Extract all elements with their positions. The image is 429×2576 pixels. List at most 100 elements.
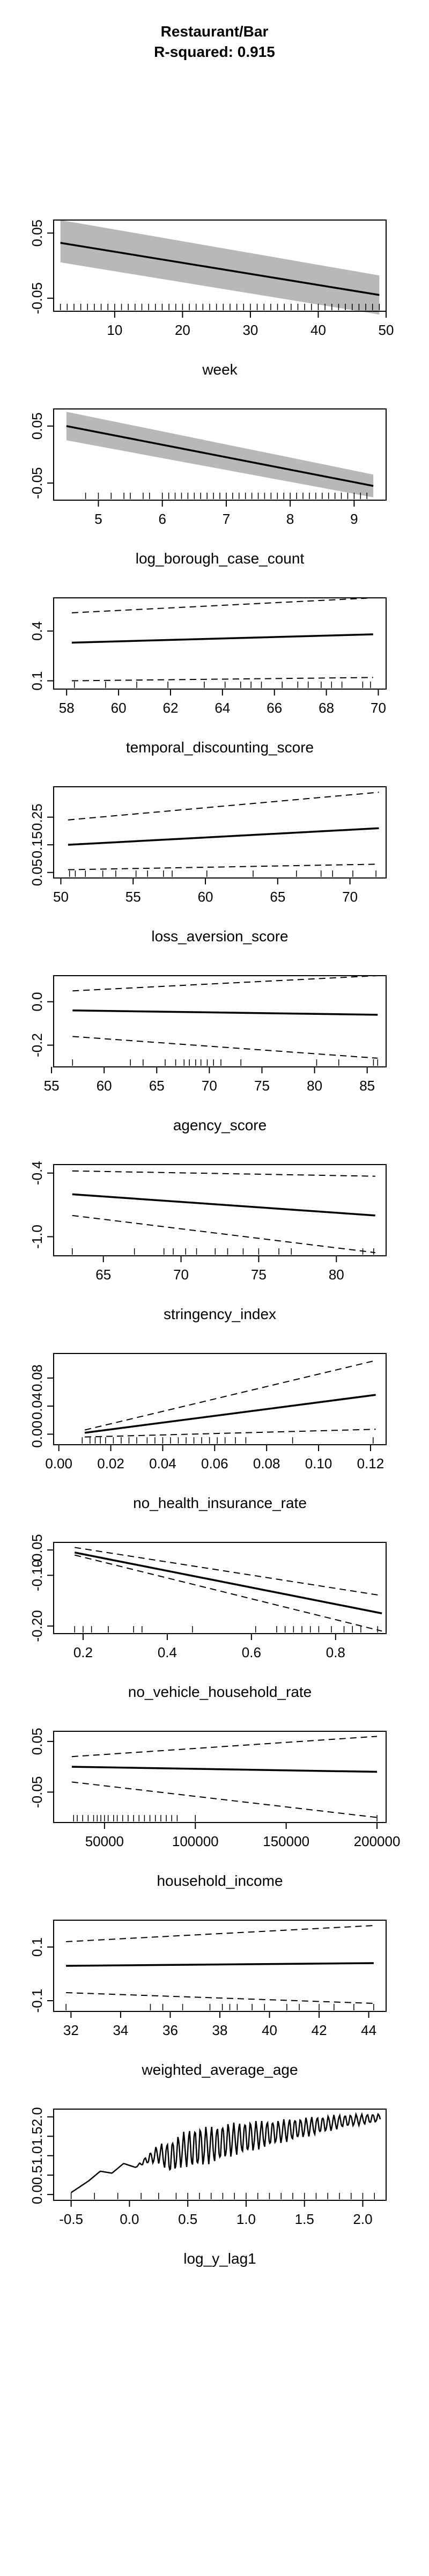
x-tick-label: 55: [125, 889, 141, 905]
y-tick-label: -0.10: [29, 1560, 45, 1591]
x-tick-label: 66: [267, 700, 282, 716]
fit-line: [71, 1766, 378, 1773]
x-tick-label: 6: [158, 511, 166, 527]
confidence-upper-line: [71, 1736, 378, 1758]
confidence-lower-line: [71, 1781, 378, 1818]
x-tick-label: 0.6: [242, 1644, 261, 1660]
y-tick-label: 0.04: [29, 1393, 45, 1420]
y-tick-label: -1.0: [29, 1225, 45, 1249]
y-tick-label: 0.0: [29, 992, 45, 1011]
y-tick-label: 0.05: [29, 859, 45, 886]
y-tick-label: -0.05: [29, 467, 45, 499]
confidence-lower-line: [71, 677, 373, 682]
plot-frame: [53, 597, 387, 690]
x-tick-label: 32: [63, 2022, 79, 2038]
x-tick-label: 0.12: [357, 1455, 384, 1472]
panel-3: 58 60 62 64 66 68 70 0.1 0.4 temporal_discounting…: [29, 597, 387, 756]
x-tick-label: 80: [307, 1078, 322, 1094]
fit-line: [66, 1962, 374, 1967]
x-tick-label: -0.5: [59, 2211, 83, 2227]
x-axis-title: week: [202, 361, 238, 378]
y-tick-label: 1.5: [29, 2127, 45, 2146]
plot-frame: [53, 786, 387, 879]
x-tick-label: 75: [251, 1267, 267, 1283]
x-tick-label: 2.0: [353, 2211, 372, 2227]
x-tick-label: 50000: [85, 1833, 124, 1849]
confidence-lower-line: [72, 1036, 378, 1059]
y-tick-label: 0.05: [29, 219, 45, 247]
x-tick-label: 70: [371, 700, 386, 716]
confidence-upper-line: [66, 1925, 374, 1942]
panel-9: 50000 100000 150000 200000 -0.05 0.05 househol…: [29, 1728, 400, 1889]
y-tick-label: 1.0: [29, 2146, 45, 2165]
x-tick-label: 150000: [263, 1833, 309, 1849]
x-tick-label: 0.04: [149, 1455, 176, 1472]
x-tick-label: 75: [254, 1078, 270, 1094]
confidence-lower-line: [72, 1214, 375, 1254]
x-tick-label: 64: [214, 700, 230, 716]
plot-frame: [53, 408, 387, 501]
x-tick-label: 7: [223, 511, 230, 527]
y-tick-label: 0.0: [29, 2185, 45, 2204]
confidence-lower-line: [75, 1554, 382, 1632]
x-tick-label: 34: [113, 2022, 128, 2038]
y-tick-label: -0.4: [29, 1161, 45, 1185]
x-tick-label: 40: [262, 2022, 277, 2038]
x-tick-label: 50: [53, 889, 69, 905]
fit-line: [71, 633, 373, 644]
x-tick-label: 0.00: [45, 1455, 72, 1472]
confidence-upper-line: [72, 975, 378, 992]
figure-title: Restaurant/Bar: [161, 23, 269, 40]
fit-line: [72, 1193, 375, 1217]
x-tick-label: 200000: [354, 1833, 401, 1849]
y-tick-label: -0.1: [29, 1989, 45, 2013]
x-tick-label: 9: [350, 511, 358, 527]
y-tick-label: 0.00: [29, 1421, 45, 1448]
x-tick-label: 0.06: [201, 1455, 228, 1472]
x-tick-label: 70: [342, 889, 358, 905]
fit-line: [74, 1552, 382, 1614]
x-tick-label: 70: [202, 1078, 217, 1094]
y-tick-label: 0.1: [29, 671, 45, 690]
y-tick-label: 0.5: [29, 2165, 45, 2185]
x-axis-title: loss_aversion_score: [151, 928, 288, 945]
x-tick-label: 60: [111, 700, 127, 716]
y-tick-label: 0.05: [29, 1728, 45, 1755]
x-tick-label: 36: [162, 2022, 178, 2038]
x-tick-label: 0.10: [305, 1455, 332, 1472]
fit-line: [68, 827, 379, 846]
panel-8: 0.2 0.4 0.6 0.8 -0.20 -0.10-0.05 no_vehicle_ho…: [29, 1534, 387, 1700]
y-tick-label: 0.4: [29, 621, 45, 641]
confidence-upper-line: [75, 1547, 382, 1597]
y-tick-label: 0.08: [29, 1364, 45, 1392]
x-tick-label: 0.0: [120, 2211, 139, 2227]
x-tick-label: 38: [212, 2022, 228, 2038]
confidence-lower-line: [85, 1429, 376, 1438]
panel-6: 65 70 75 80 -1.0 -0.4 stringency_index: [29, 1161, 387, 1322]
x-tick-label: 0.08: [253, 1455, 280, 1472]
x-tick-label: 85: [359, 1078, 375, 1094]
x-tick-label: 1.5: [295, 2211, 314, 2227]
panel-7: 0.00 0.02 0.04 0.06 0.08 0.10 0.120.000.040.08…: [29, 1353, 387, 1511]
fit-line: [84, 1394, 376, 1434]
confidence-upper-line: [68, 792, 379, 821]
x-tick-label: 1.0: [236, 2211, 256, 2227]
x-tick-label: 60: [198, 889, 213, 905]
fit-line: [60, 241, 380, 296]
x-axis-title: household_income: [157, 1872, 283, 1889]
confidence-band: [60, 220, 380, 315]
x-axis-title: log_borough_case_count: [136, 550, 305, 567]
panel-stack: 10 20 30 40 50 -0.05 0.05 week 5 6 7 8 9 -0.05 0.05 log…: [29, 219, 400, 2267]
confidence-lower-line: [68, 863, 379, 870]
x-tick-label: 40: [310, 322, 326, 338]
confidence-upper-line: [84, 1360, 376, 1431]
x-tick-label: 65: [270, 889, 285, 905]
confidence-upper-line: [72, 1170, 375, 1177]
figure-subtitle: R-squared: 0.915: [154, 43, 275, 60]
fit-line: [70, 2112, 381, 2193]
x-axis-title: no_health_insurance_rate: [133, 1495, 307, 1511]
y-tick-label: -0.05: [29, 1534, 45, 1566]
x-tick-label: 65: [149, 1078, 165, 1094]
panel-1: 10 20 30 40 50 -0.05 0.05 week: [29, 219, 394, 378]
